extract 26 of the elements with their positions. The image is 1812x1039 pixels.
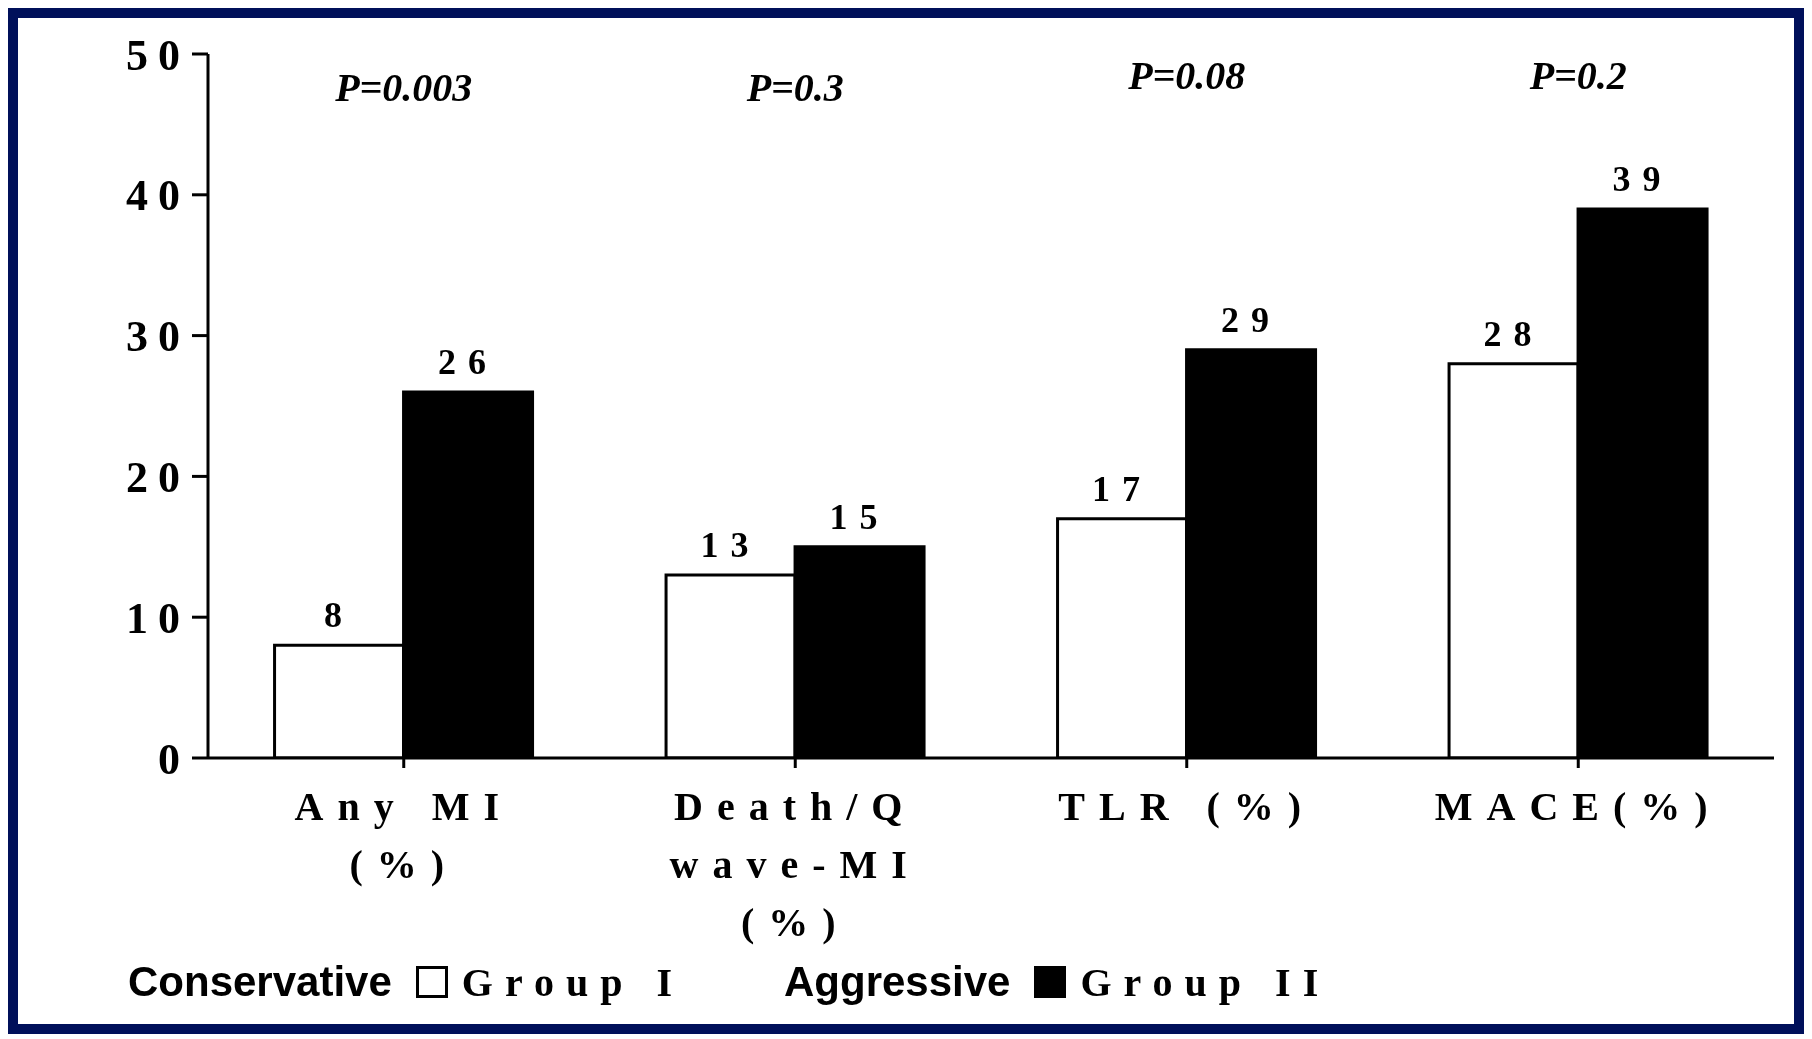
data-label: 29 <box>1221 299 1282 340</box>
text: Conservative <box>128 958 392 1006</box>
data-label: 17 <box>1092 468 1153 509</box>
data-label: 13 <box>700 524 761 565</box>
annotation: P=0.2 <box>1528 52 1628 99</box>
annotation: P=0.003 <box>334 64 474 111</box>
y-tick-label: 10 <box>126 593 190 643</box>
y-tick-label: 20 <box>126 453 190 503</box>
y-tick-label: 30 <box>126 312 190 362</box>
x-tick-label: Any MI (%) <box>294 784 513 887</box>
data-label: 28 <box>1483 313 1544 354</box>
y-tick-label: 50 <box>126 30 190 80</box>
x-tick-label: TLR (%) <box>1058 784 1316 829</box>
x-tick-label: Death/Q wave-MI (%) <box>669 784 921 945</box>
text: Aggressive <box>784 958 1011 1006</box>
y-tick-label: 0 <box>158 734 190 784</box>
annotation: P=0.08 <box>1127 52 1247 99</box>
x-tick-label: MACE(%) <box>1434 784 1722 829</box>
annotation: P=0.3 <box>745 64 845 111</box>
legend-label: Group I <box>461 958 684 1006</box>
data-label: 15 <box>829 496 890 537</box>
legend-label: Group II <box>1080 958 1331 1006</box>
y-tick-label: 40 <box>126 171 190 221</box>
data-label: 39 <box>1612 158 1673 199</box>
data-label: 26 <box>438 341 499 382</box>
data-label: 8 <box>324 595 355 636</box>
